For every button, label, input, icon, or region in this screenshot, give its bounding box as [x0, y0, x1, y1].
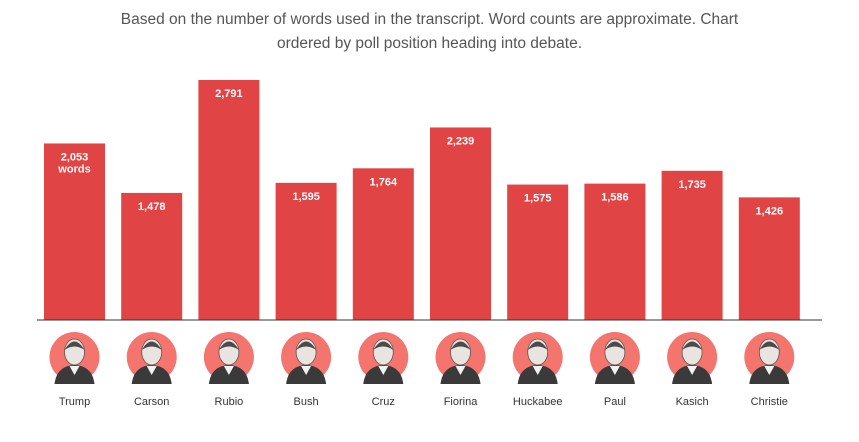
chart-subtitle: Based on the number of words used in the…: [0, 8, 859, 56]
subtitle-line-1: Based on the number of words used in the…: [120, 11, 739, 28]
bar-trump: [44, 143, 105, 320]
portrait-icon: [358, 332, 409, 384]
portrait-icon: [49, 332, 100, 384]
category-label-paul: Paul: [604, 396, 626, 408]
portrait-icon: [512, 332, 563, 384]
portraits-group: [49, 332, 795, 384]
bar-value-label: 1,478: [138, 201, 166, 213]
portrait-icon: [744, 332, 795, 384]
bar-bush: [275, 182, 337, 320]
portrait-icon: [589, 332, 640, 384]
category-label-cruz: Cruz: [372, 396, 395, 408]
category-label-christie: Christie: [751, 396, 788, 408]
bar-value-label: 1,586: [601, 192, 629, 204]
category-label-trump: Trump: [59, 396, 90, 408]
bar-paul: [584, 183, 646, 320]
bar-value-label: 1,426: [756, 205, 784, 217]
bar-christie: [738, 197, 800, 320]
bar-value-unit: words: [57, 163, 90, 175]
bar-cruz: [352, 168, 414, 320]
bar-value-label: 2,239: [447, 135, 475, 147]
bar-value-label: 1,595: [292, 191, 320, 203]
bar-fiorina: [430, 127, 491, 320]
category-label-rubio: Rubio: [215, 396, 244, 408]
portrait-icon: [203, 332, 254, 384]
bar-kasich: [661, 170, 723, 320]
portrait-icon: [435, 332, 486, 384]
bar-huckabee: [507, 184, 569, 320]
subtitle-line-2: ordered by poll position heading into de…: [276, 35, 583, 52]
bar-value-label: 1,735: [678, 179, 706, 191]
category-label-kasich: Kasich: [676, 396, 709, 408]
portrait-icon: [281, 332, 332, 384]
category-label-fiorina: Fiorina: [444, 396, 479, 408]
bar-value-label: 2,053: [61, 151, 89, 163]
category-label-huckabee: Huckabee: [513, 396, 563, 408]
bar-carson: [121, 192, 183, 320]
category-label-bush: Bush: [294, 396, 319, 408]
category-label-carson: Carson: [134, 396, 169, 408]
portrait-icon: [126, 332, 177, 384]
names-group: Trump Carson Rubio Bush Cruz Fiorina Huckabee P…: [59, 396, 788, 408]
portrait-icon: [667, 332, 718, 384]
bar-value-label: 1,575: [524, 193, 552, 205]
bar-rubio: [198, 80, 260, 320]
bar-value-label: 1,764: [370, 176, 398, 188]
bar-value-label: 2,791: [215, 88, 243, 100]
